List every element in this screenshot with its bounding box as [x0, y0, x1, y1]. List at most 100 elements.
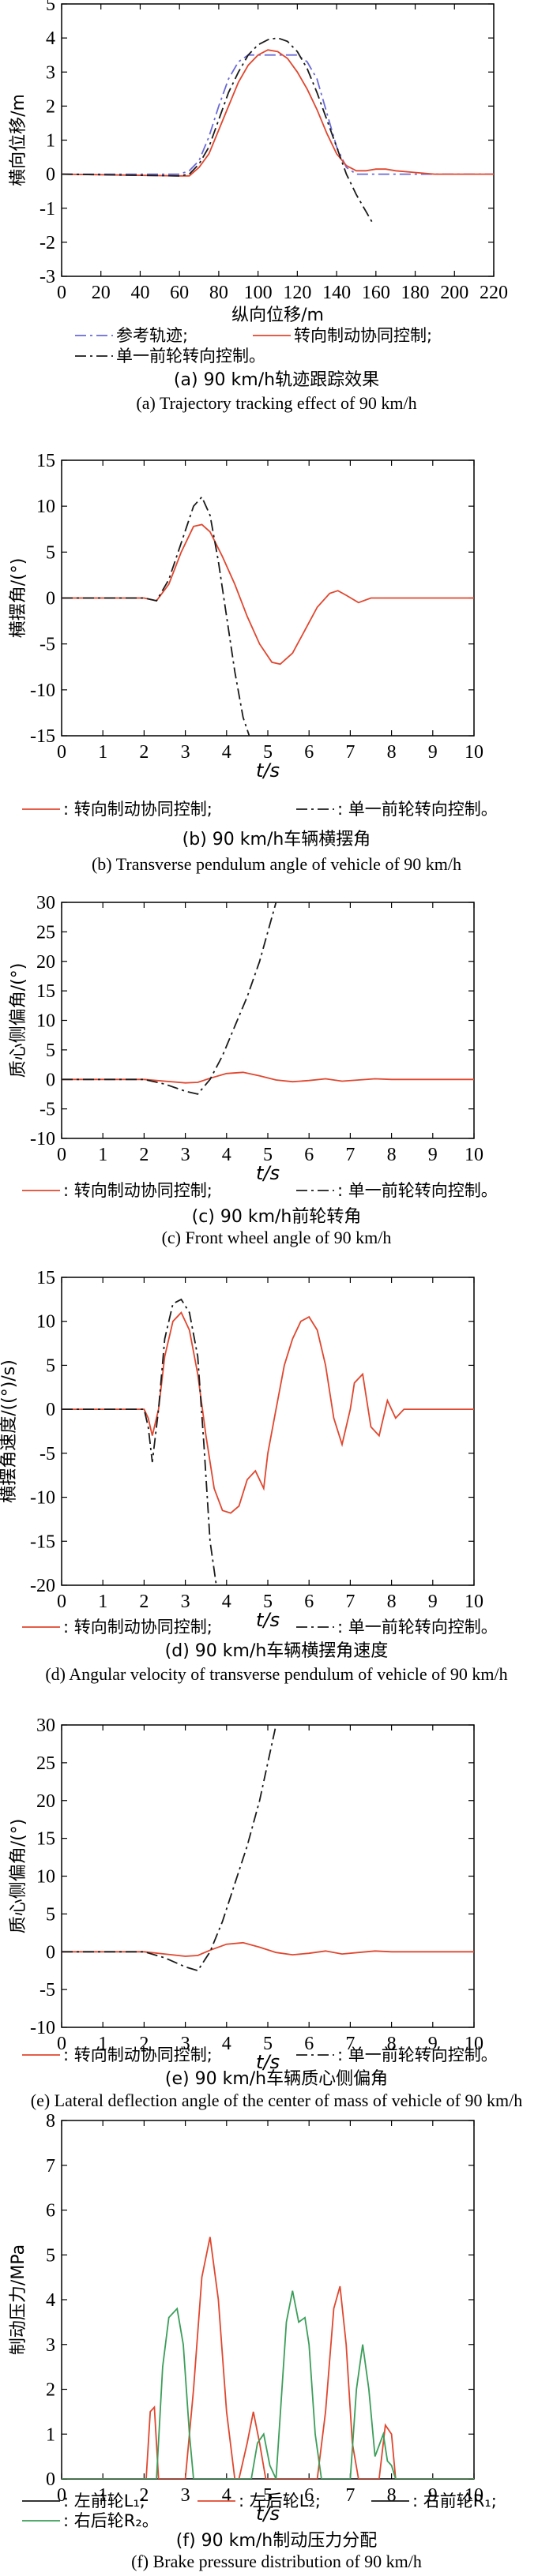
y-axis-label: 横向位移/m — [9, 94, 28, 186]
x-tick-label: 5 — [263, 2034, 273, 2054]
x-axis-label: t/s — [256, 1162, 280, 1184]
caption-en: (c) Front wheel angle of 90 km/h — [162, 1228, 392, 1247]
y-tick-label: 5 — [46, 2245, 55, 2266]
x-tick-label: 120 — [283, 283, 311, 303]
y-tick-label: -10 — [30, 1129, 55, 1149]
x-tick-label: 4 — [222, 742, 231, 763]
x-tick-label: 0 — [57, 1592, 66, 1612]
legend-label: : 右前轮R₁; — [412, 2492, 497, 2510]
y-axis-label: 制动压力/MPa — [9, 2244, 28, 2355]
y-tick-label: -1 — [40, 199, 55, 219]
series-line-单一前轮转向控制 — [62, 1298, 217, 1585]
caption-en: (f) Brake pressure distribution of 90 km… — [131, 2552, 422, 2571]
y-tick-label: -10 — [30, 681, 55, 701]
y-tick-label: 15 — [36, 981, 55, 1002]
legend-label: : 左后轮L₂; — [239, 2492, 321, 2510]
x-tick-label: 0 — [57, 283, 66, 303]
legend-label: : 单一前轮转向控制。 — [337, 1618, 498, 1637]
x-tick-label: 100 — [244, 283, 273, 303]
y-tick-label: 0 — [46, 1400, 55, 1420]
caption-en: (d) Angular velocity of transverse pendu… — [45, 1664, 507, 1684]
legend: : 转向制动协同控制;: 单一前轮转向控制。 — [22, 1618, 498, 1637]
x-tick-label: 0 — [57, 742, 66, 763]
y-tick-label: 10 — [36, 1867, 55, 1888]
x-tick-label: 7 — [345, 2034, 355, 2054]
y-tick-label: 2 — [46, 96, 55, 117]
series-line-转向制动协同控制 — [62, 1311, 474, 1514]
legend: 参考轨迹; 转向制动协同控制; 单一前轮转向控制。 — [75, 326, 432, 366]
x-tick-label: 140 — [322, 283, 351, 303]
x-tick-label: 3 — [181, 2034, 190, 2054]
x-tick-label: 7 — [345, 1145, 355, 1165]
x-tick-label: 7 — [345, 2485, 355, 2506]
caption-cn: (e) 90 km/h车辆质心侧偏角 — [165, 2069, 388, 2089]
y-tick-label: -15 — [30, 726, 55, 747]
legend-label: : 左前轮L₁; — [63, 2492, 145, 2510]
x-tick-label: 6 — [304, 2034, 314, 2054]
legend-label: : 右后轮R₂。 — [63, 2511, 159, 2530]
chart-a: 0 20 40 60 80 100 120 140 160 180 200 220 -3 -2 -1 0 1 2 3… — [9, 0, 508, 413]
x-tick-label: 9 — [428, 2485, 438, 2506]
x-tick-label: 200 — [440, 283, 468, 303]
y-tick-label: 30 — [36, 893, 55, 913]
y-tick-label: -2 — [40, 233, 55, 253]
series-line-转向制动协同控制 — [62, 523, 474, 666]
y-tick-label: 4 — [46, 2290, 55, 2311]
x-tick-label: 6 — [304, 742, 314, 763]
x-tick-label: 6 — [304, 2485, 314, 2506]
y-tick-label: 5 — [46, 1355, 55, 1376]
y-tick-label: 2 — [46, 2380, 55, 2401]
x-tick-label: 4 — [222, 2485, 231, 2506]
y-tick-label: 0 — [46, 2469, 55, 2490]
y-tick-label: 4 — [46, 28, 55, 49]
x-tick-label: 10 — [465, 2034, 483, 2054]
x-tick-label: 220 — [480, 283, 508, 303]
chart-d: 0 1 2 3 4 5 6 7 8 9 10 -20 -15 -10 -5 0 5 10 15 横摆角速度/((°)/… — [0, 1268, 508, 1684]
y-axis-label: 横摆角速度/((°)/s) — [0, 1359, 19, 1503]
legend-label: 转向制动协同控制; — [294, 326, 432, 345]
y-tick-label: 5 — [46, 1041, 55, 1061]
series-line-单一前轮转向控制 — [62, 1725, 277, 1972]
y-tick-label: 0 — [46, 165, 55, 186]
legend-label: : 转向制动协同控制; — [63, 2045, 213, 2064]
plot-frame — [61, 1277, 475, 1586]
legend-label: 单一前轮转向控制。 — [116, 347, 265, 366]
x-tick-label: 10 — [465, 742, 483, 763]
x-tick-label: 7 — [345, 1592, 355, 1612]
legend-label: : 单一前轮转向控制。 — [337, 2045, 498, 2064]
y-tick-label: 5 — [46, 0, 55, 15]
x-tick-label: 8 — [387, 742, 397, 763]
x-tick-label: 1 — [98, 742, 107, 763]
plot-frame — [61, 3, 495, 277]
x-tick-label: 1 — [98, 1592, 107, 1612]
x-tick-label: 180 — [401, 283, 430, 303]
x-tick-label: 3 — [181, 1145, 190, 1165]
caption-cn: (f) 90 km/h制动压力分配 — [176, 2531, 377, 2551]
legend-label: : 转向制动协同控制; — [63, 1181, 213, 1200]
caption-cn: (b) 90 km/h车辆横摆角 — [182, 830, 371, 849]
x-tick-label: 80 — [209, 283, 228, 303]
x-tick-label: 8 — [387, 2034, 397, 2054]
caption-en: (a) Trajectory tracking effect of 90 km/… — [136, 393, 416, 413]
x-tick-label: 2 — [139, 1592, 149, 1612]
y-tick-label: 10 — [36, 1011, 55, 1032]
x-tick-label: 9 — [428, 2034, 438, 2054]
series-line-单一前轮转向控制 — [62, 902, 277, 1095]
y-axis-label: 质心侧偏角/(°) — [9, 1819, 28, 1934]
caption-cn: (d) 90 km/h车辆横摆角速度 — [165, 1641, 389, 1661]
legend: : 左前轮L₁; : 左后轮L₂; : 右前轮R₁; : 右后轮R₂。 — [22, 2492, 497, 2530]
x-tick-label: 1 — [98, 1145, 107, 1165]
legend-label: : 单一前轮转向控制。 — [337, 1181, 498, 1200]
x-tick-label: 10 — [465, 1145, 483, 1165]
y-tick-label: -10 — [30, 1488, 55, 1509]
chart-c: 0 1 2 3 4 5 6 7 8 9 10 -10 -5 0 5 10 15 20 25 30 质心侧偏角/(°) t/… — [9, 893, 498, 1247]
x-tick-label: 5 — [263, 1592, 273, 1612]
y-tick-label: 20 — [36, 1791, 55, 1812]
y-tick-label: 25 — [36, 1753, 55, 1774]
x-tick-label: 2 — [139, 1145, 149, 1165]
x-tick-label: 4 — [222, 1592, 231, 1612]
x-tick-label: 10 — [465, 1592, 483, 1612]
x-tick-label: 8 — [387, 2485, 397, 2506]
x-tick-label: 40 — [130, 283, 149, 303]
